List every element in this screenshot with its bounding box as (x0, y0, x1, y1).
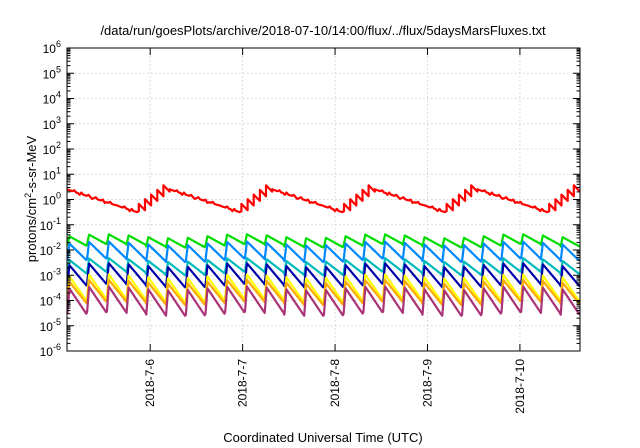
y-tick-label: 100 (43, 191, 61, 208)
y-tick-label: 10-1 (40, 216, 61, 233)
x-tick-labels: 2018-7-6 2018-7-7 2018-7-8 2018-7-9 2018-7-1… (143, 359, 527, 414)
series-line (66, 257, 581, 277)
data-series (66, 184, 581, 317)
series-line (66, 184, 581, 214)
y-tick-label: 10-2 (40, 241, 61, 258)
y-tick-label: 101 (43, 165, 61, 182)
x-tick-label: 2018-7-8 (328, 359, 342, 407)
series-line (66, 262, 581, 289)
x-tick-label: 2018-7-7 (236, 359, 250, 407)
x-tick-label: 2018-7-9 (420, 359, 434, 407)
y-tick-label: 102 (43, 140, 61, 157)
y-tick-label: 10-6 (40, 342, 61, 359)
y-tick-label: 10-3 (40, 266, 61, 283)
x-tick-label: 2018-7-10 (513, 359, 527, 414)
y-tick-label: 103 (43, 115, 61, 132)
chart-title: /data/run/goesPlots/archive/2018-07-10/1… (100, 23, 546, 38)
axis-ticks (67, 47, 580, 352)
y-tick-labels: 10-6 10-5 10-4 10-3 10-2 10-1 100 101 102 103 104 1… (40, 39, 61, 359)
x-axis-label: Coordinated Universal Time (UTC) (223, 430, 422, 445)
series-line (66, 278, 581, 306)
y-tick-label: 10-5 (40, 317, 61, 334)
x-tick-label: 2018-7-6 (143, 359, 157, 407)
y-tick-label: 106 (43, 39, 61, 56)
series-line (66, 285, 581, 317)
y-tick-label: 104 (43, 90, 61, 107)
series-line (66, 233, 581, 249)
y-axis-label: protons/cm2-s-sr-MeV (23, 135, 39, 262)
y-tick-label: 10-4 (40, 292, 61, 309)
series-line (66, 240, 581, 264)
y-tick-label: 105 (43, 64, 61, 81)
